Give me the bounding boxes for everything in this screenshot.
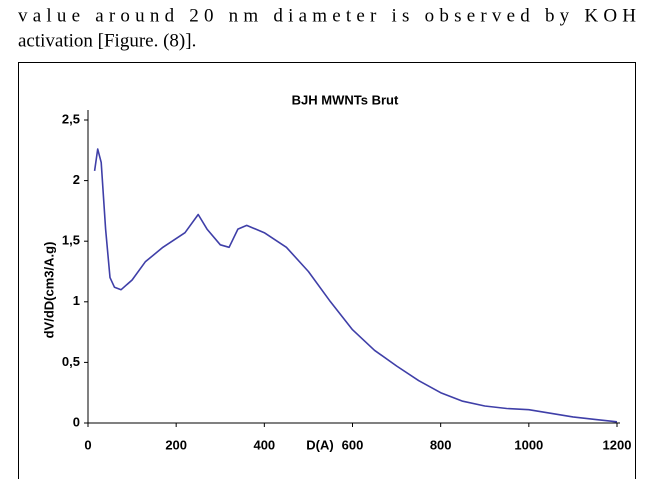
x-tick-label: 200 (165, 437, 187, 452)
x-tick-label: 1000 (514, 437, 543, 452)
y-tick-label: 2 (73, 172, 80, 187)
y-tick-label: 1 (73, 293, 80, 308)
y-tick-label: 0,5 (62, 354, 80, 369)
x-axis-label: D(A) (306, 437, 333, 452)
x-tick-label: 0 (84, 437, 91, 452)
paragraph-line: value around 20 nm diameter is observed … (18, 5, 636, 26)
y-tick-label: 2,5 (62, 111, 80, 126)
x-tick-label: 600 (342, 437, 364, 452)
y-tick-label: 1,5 (62, 233, 80, 248)
x-tick-label: 800 (430, 437, 452, 452)
chart-title: BJH MWNTs Brut (292, 92, 399, 107)
x-tick-label: 400 (253, 437, 275, 452)
data-line (93, 148, 618, 423)
x-tick-label: 1200 (603, 437, 632, 452)
y-axis-label: dV/dD(cm3/A.g) (41, 242, 56, 339)
y-tick-label: 0 (73, 414, 80, 429)
paragraph-line: activation [Figure. (8)]. (18, 30, 196, 51)
chart-frame (18, 62, 636, 479)
